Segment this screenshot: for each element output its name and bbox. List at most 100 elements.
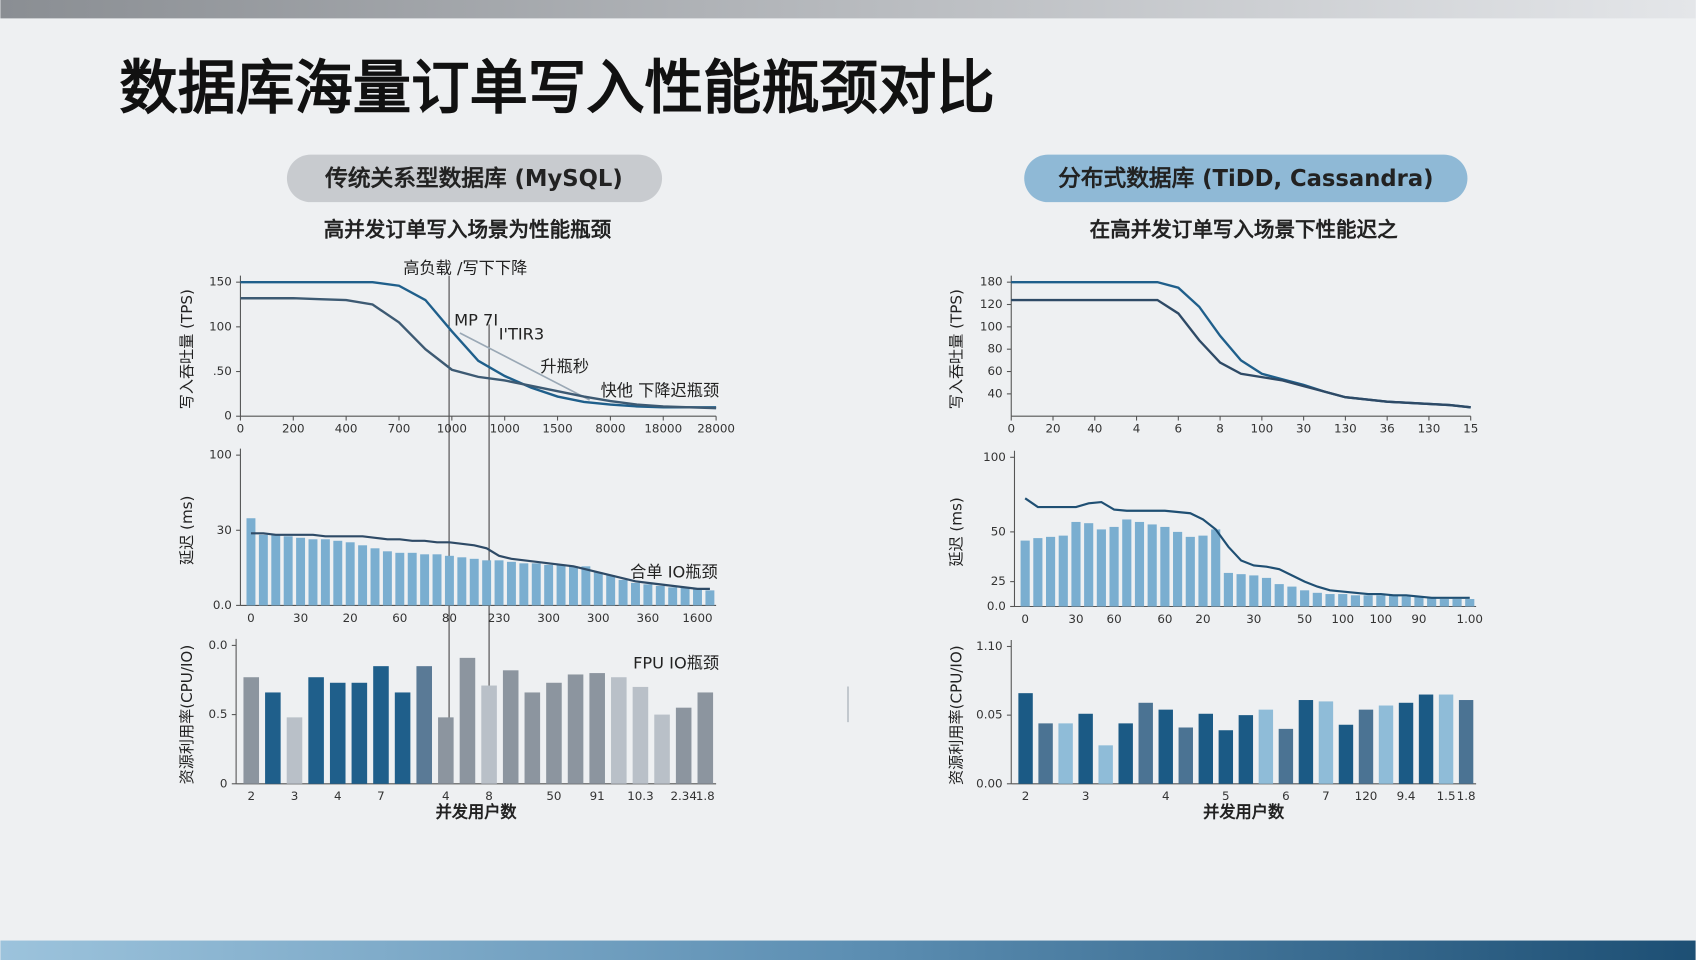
y-axis-label: 延迟 (ms) <box>948 497 966 566</box>
bar <box>1058 723 1073 784</box>
bar <box>482 560 492 606</box>
x-tick-label: 400 <box>335 422 358 436</box>
x-tick-label: 50 <box>1297 612 1312 626</box>
bar <box>1178 727 1193 784</box>
line-series <box>240 280 717 409</box>
panel-pill <box>1024 154 1468 203</box>
bar <box>1325 594 1335 607</box>
x-tick-label: 200 <box>282 422 305 436</box>
bar <box>568 566 578 606</box>
bar <box>1388 595 1399 607</box>
bar <box>351 682 368 784</box>
bar <box>654 714 670 784</box>
bar <box>243 677 260 784</box>
x-axis-label: 并发用户数 <box>1203 802 1285 821</box>
x-tick-label: 15 <box>1463 422 1478 436</box>
bar <box>271 534 281 606</box>
x-tick-label: 60 <box>1107 612 1122 626</box>
bar <box>382 551 392 606</box>
x-tick-label: 18000 <box>644 422 682 436</box>
y-axis-label: 写入吞吐量 (TPS) <box>178 289 196 409</box>
bar <box>469 558 479 606</box>
bar <box>286 717 303 784</box>
bar <box>1033 538 1043 607</box>
y-tick-label: 60 <box>987 364 1002 378</box>
bar <box>1318 701 1334 784</box>
bar <box>531 563 541 606</box>
bar <box>606 575 616 606</box>
bar <box>1238 715 1254 784</box>
line-series <box>250 532 710 590</box>
x-tick-label: 20 <box>1045 422 1060 436</box>
bar <box>519 563 529 606</box>
bar <box>1452 599 1462 607</box>
y-tick-label: 0.0 <box>209 638 228 652</box>
panel-pill <box>286 154 663 203</box>
x-tick-label: 120 <box>1355 789 1378 803</box>
bar <box>444 555 454 606</box>
y-tick-label: 150 <box>209 275 232 289</box>
line-series <box>1024 497 1470 599</box>
bar <box>546 682 562 784</box>
bar <box>1439 599 1449 607</box>
x-tick-label: 130 <box>1418 422 1441 436</box>
x-tick-label: 130 <box>1334 422 1357 436</box>
bar <box>1274 584 1284 607</box>
y-tick-label: 0.00 <box>976 776 1002 790</box>
panel-label: 分布式数据库 (TiDD, Cassandra) <box>1058 165 1433 192</box>
x-tick-label: 0 <box>1007 422 1015 436</box>
x-tick-label: 30 <box>293 611 308 625</box>
bar <box>370 548 380 606</box>
bar <box>459 657 476 784</box>
y-tick-label: 0.5 <box>209 707 228 721</box>
annotation: 升瓶秒 <box>540 357 589 376</box>
x-tick-label: 28000 <box>697 422 735 436</box>
x-tick-label: 1.5 <box>1437 789 1456 803</box>
bar <box>1045 536 1056 607</box>
bar <box>395 552 405 606</box>
bar <box>680 587 690 606</box>
y-axis-label: 资源利用率(CPU/IO) <box>948 645 966 785</box>
y-tick-label: 100 <box>209 448 232 462</box>
bar <box>697 692 714 784</box>
bar <box>481 685 497 784</box>
bar <box>1350 595 1361 607</box>
x-tick-label: 8 <box>1216 422 1224 436</box>
y-tick-label: 180 <box>980 275 1003 289</box>
x-tick-label: 360 <box>637 611 660 625</box>
bar <box>1173 531 1183 607</box>
y-tick-label: 80 <box>987 342 1002 356</box>
bar <box>1018 693 1033 784</box>
bar <box>1249 575 1259 607</box>
x-tick-label: 1000 <box>437 422 467 436</box>
x-tick-label: 1.8 <box>696 789 715 803</box>
y-tick-label: 0.0 <box>987 599 1006 613</box>
bar <box>1298 700 1314 784</box>
bottom-bar <box>0 940 1696 960</box>
bar <box>1278 728 1294 784</box>
bar <box>358 545 368 606</box>
x-tick-label: 60 <box>1157 612 1172 626</box>
bar <box>265 692 281 784</box>
bar <box>1236 574 1246 607</box>
y-axis-label: 延迟 (ms) <box>178 496 196 565</box>
bar <box>1198 713 1213 784</box>
x-tick-label: 700 <box>388 422 411 436</box>
bar <box>432 554 442 606</box>
x-tick-label: 10.3 <box>627 789 653 803</box>
panel-label: 传统关系型数据库 (MySQL) <box>324 165 623 192</box>
y-tick-label: .50 <box>213 364 232 378</box>
y-tick-label: 0 <box>220 776 228 790</box>
bar <box>308 677 324 784</box>
x-tick-label: 8000 <box>595 422 625 436</box>
bar <box>705 590 715 606</box>
bar <box>1158 709 1173 784</box>
x-tick-label: 50 <box>546 789 561 803</box>
bar <box>524 692 541 784</box>
x-tick-label: 60 <box>392 611 407 625</box>
annotation: 合单 IO瓶颈 <box>630 562 718 581</box>
bar <box>1138 702 1153 784</box>
bar <box>1261 577 1272 607</box>
